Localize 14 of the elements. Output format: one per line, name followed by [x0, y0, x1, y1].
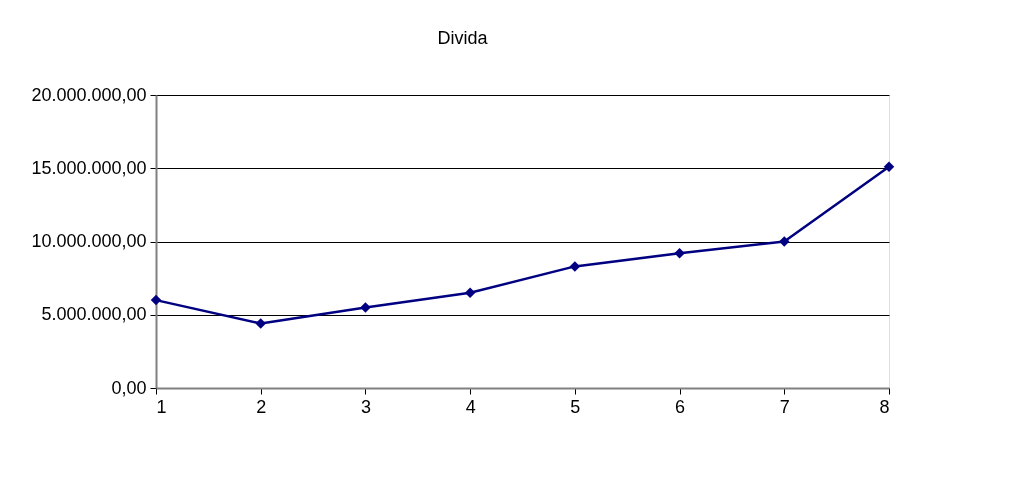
chart-title: Divida	[437, 28, 489, 48]
x-tick-label: 5	[570, 396, 581, 417]
x-tick-label: 3	[360, 396, 371, 417]
x-tick-label: 1	[156, 396, 167, 417]
x-tick-label: 8	[879, 396, 890, 417]
x-tick-label: 7	[779, 396, 790, 417]
y-tick-label: 5.000.000,00	[41, 304, 147, 325]
y-tick-label: 10.000.000,00	[31, 231, 147, 251]
y-tick-label: 0,00	[111, 377, 147, 398]
x-tick-label: 2	[256, 396, 267, 417]
x-tick-label: 6	[675, 396, 686, 417]
y-tick-label: 15.000.000,00	[31, 157, 147, 178]
y-tick-label: 20.000.000,00	[31, 84, 147, 105]
x-tick-label: 4	[465, 396, 476, 417]
